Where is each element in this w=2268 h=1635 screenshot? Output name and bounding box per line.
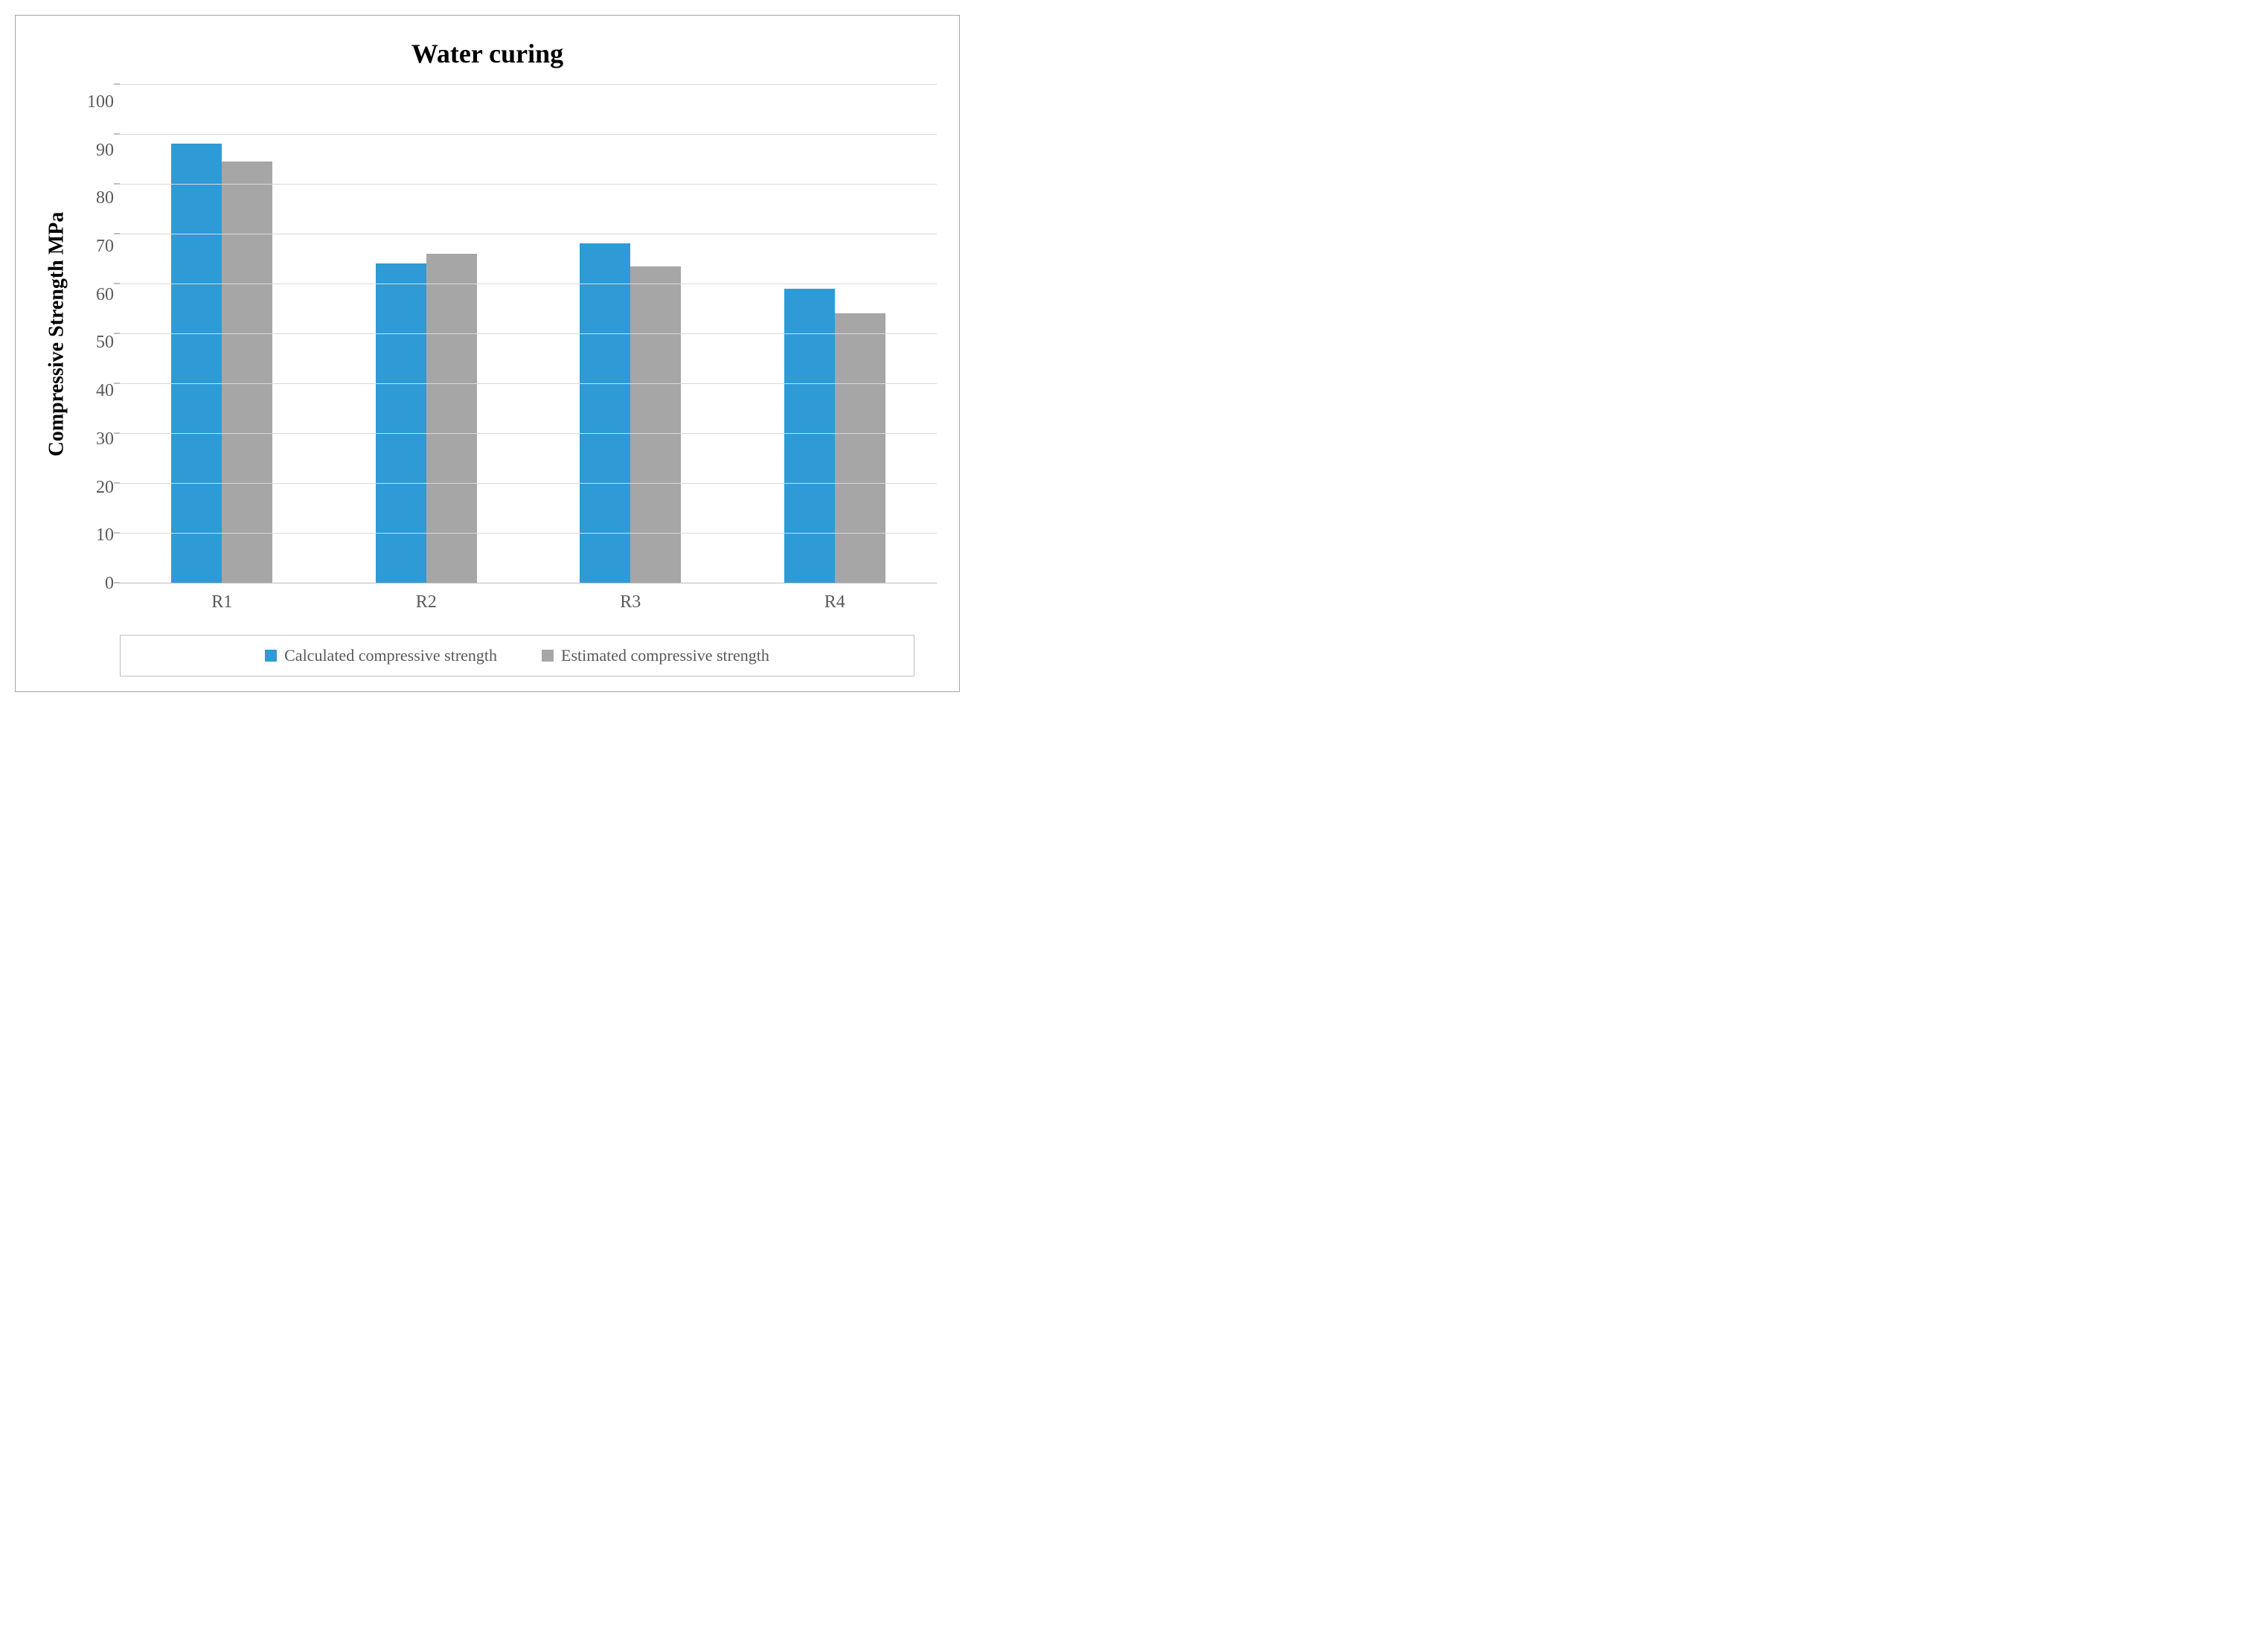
y-tick-label: 50 <box>96 333 114 351</box>
y-tick-label: 30 <box>96 430 114 448</box>
y-tick-label: 70 <box>96 237 114 255</box>
x-tick-label: R2 <box>324 592 529 612</box>
gridline <box>120 433 937 434</box>
gridline <box>120 483 937 484</box>
gridline <box>120 134 937 135</box>
y-tick-mark <box>114 83 120 85</box>
legend-swatch <box>265 650 277 662</box>
x-axis: R1R2R3R4 <box>38 592 937 612</box>
gridline <box>120 383 937 384</box>
gridline <box>120 533 937 534</box>
y-tick-mark <box>114 233 120 234</box>
ylabel-wrap: Compressive Strength MPa <box>38 84 75 583</box>
plot-area <box>120 84 937 583</box>
chart-title: Water curing <box>38 38 937 69</box>
y-tick-mark <box>114 532 120 534</box>
y-tick-label: 0 <box>105 575 114 592</box>
y-tick-label: 60 <box>96 286 114 304</box>
y-axis-label: Compressive Strength MPa <box>45 211 68 456</box>
bar <box>580 243 630 583</box>
legend-item: Calculated compressive strength <box>265 646 497 665</box>
y-tick-label: 40 <box>96 382 114 400</box>
y-tick-mark <box>114 482 120 484</box>
y-tick-label: 100 <box>87 93 114 111</box>
y-tick-label: 10 <box>96 526 114 544</box>
y-tick-label: 20 <box>96 479 114 496</box>
bar <box>171 144 222 583</box>
bar <box>835 313 885 583</box>
legend: Calculated compressive strength Estimated… <box>120 635 914 676</box>
legend-item: Estimated compressive strength <box>542 646 769 665</box>
y-tick-label: 90 <box>96 141 114 159</box>
chart-container: Water curing Compressive Strength MPa 0 1… <box>15 15 960 692</box>
x-tick-label: R3 <box>528 592 733 612</box>
y-axis: 0102030405060708090100 <box>75 84 120 583</box>
bar <box>222 161 272 583</box>
legend-swatch <box>542 650 554 662</box>
bar <box>376 263 426 583</box>
y-tick-mark <box>114 383 120 384</box>
x-tick-label: R1 <box>120 592 324 612</box>
x-tick-label: R4 <box>733 592 938 612</box>
gridline <box>120 333 937 334</box>
legend-label: Estimated compressive strength <box>561 646 769 665</box>
gridline <box>120 84 937 85</box>
gridline <box>120 184 937 185</box>
y-tick-mark <box>114 582 120 583</box>
y-tick-mark <box>114 432 120 434</box>
y-tick-mark <box>114 283 120 284</box>
bar <box>630 266 681 583</box>
y-tick-mark <box>114 133 120 135</box>
y-tick-mark <box>114 183 120 185</box>
y-tick-mark <box>114 333 120 334</box>
bar <box>784 289 835 583</box>
y-tick-label: 80 <box>96 189 114 207</box>
plot-row: Compressive Strength MPa 010203040506070… <box>38 84 937 583</box>
y-tick-marks <box>114 84 120 583</box>
legend-label: Calculated compressive strength <box>284 646 497 665</box>
